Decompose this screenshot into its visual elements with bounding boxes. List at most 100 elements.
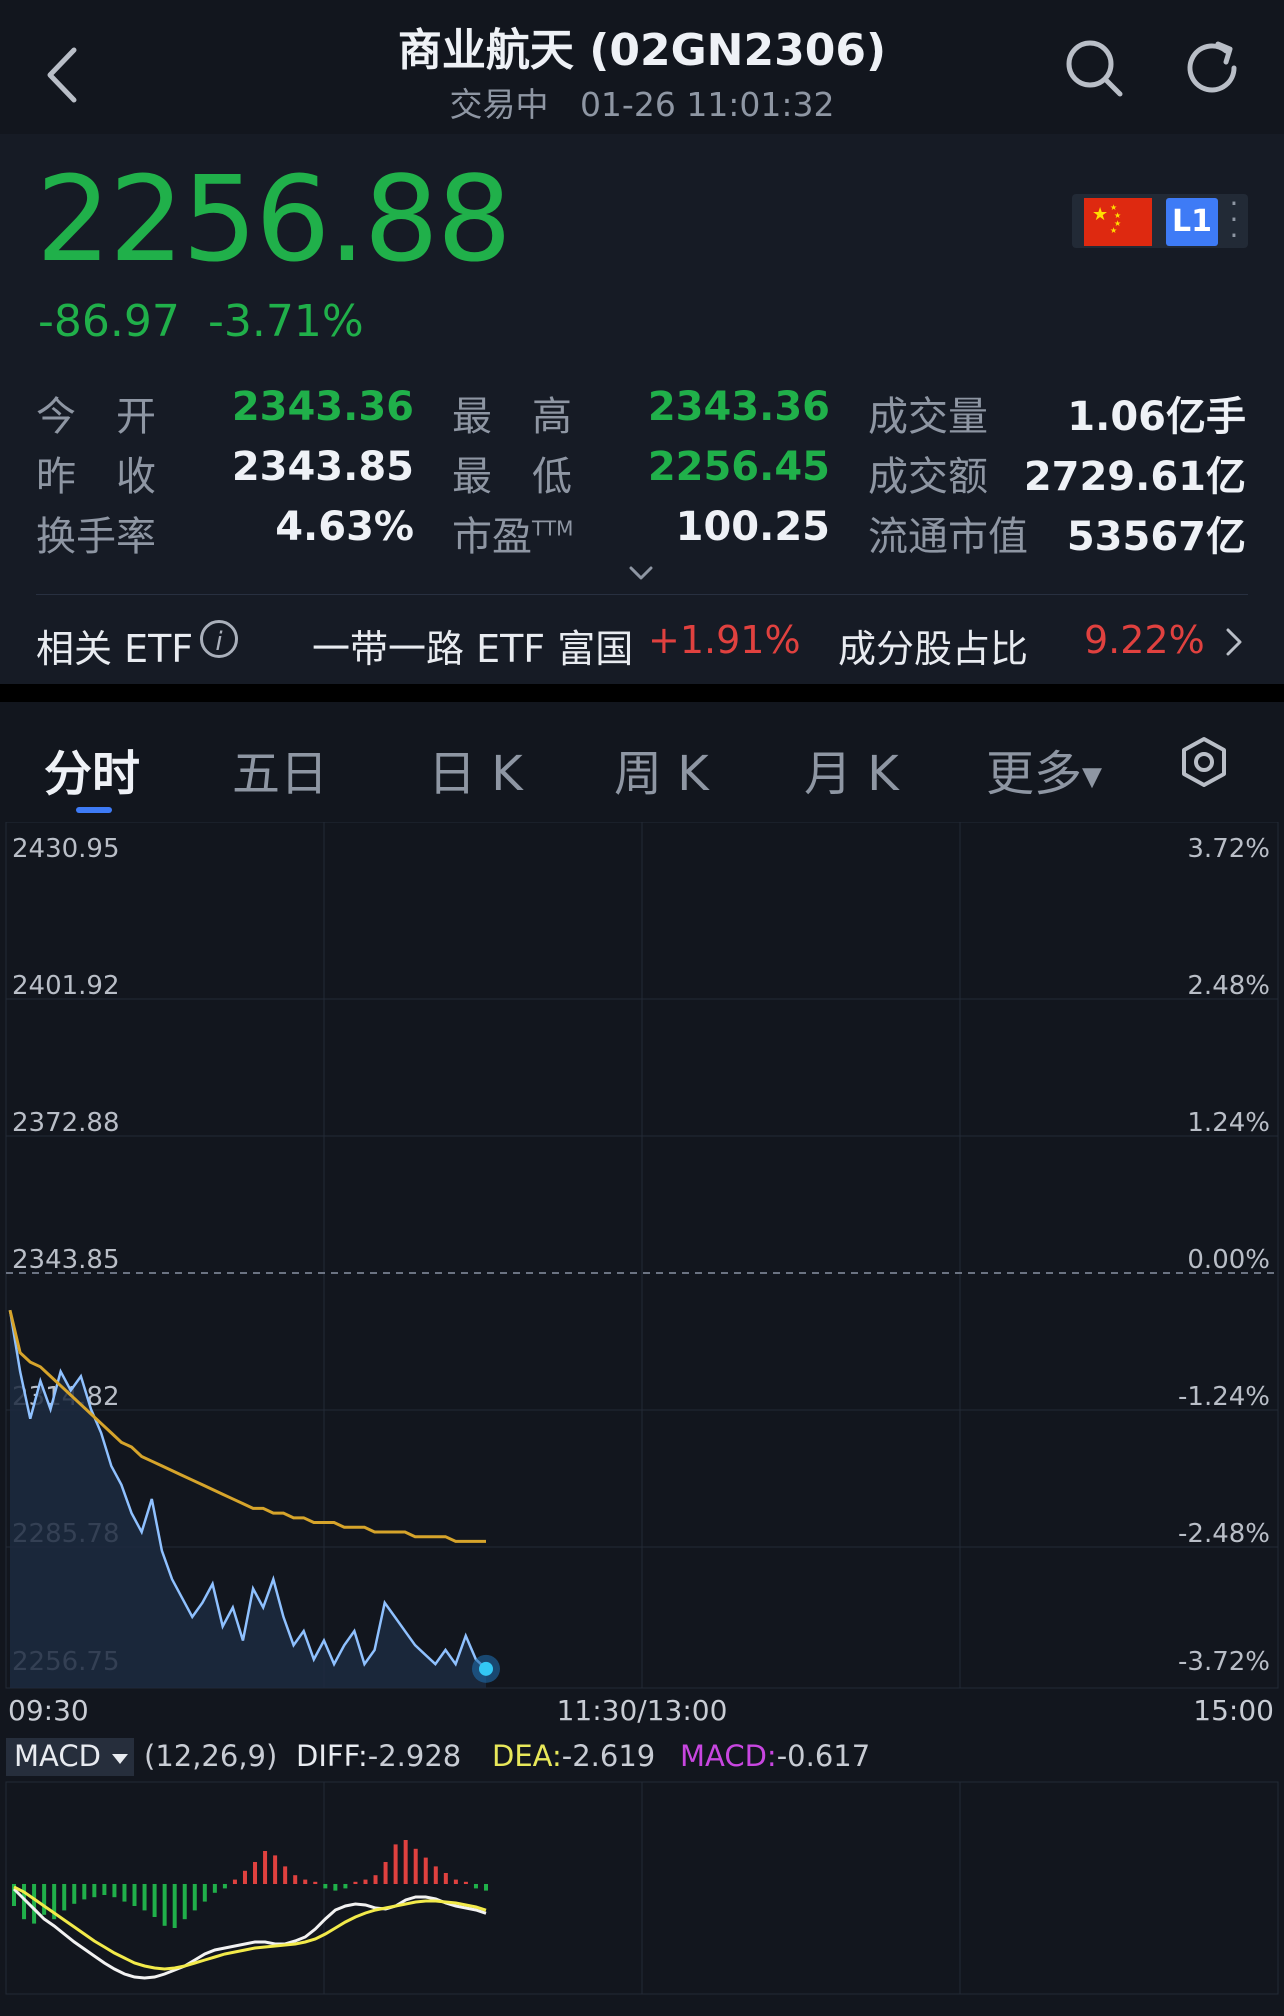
macd-bar [192, 1884, 197, 1911]
macd-bar [222, 1884, 227, 1889]
macd-bar [12, 1884, 16, 1906]
macd-bar [152, 1884, 157, 1917]
average-price-line [8, 1309, 486, 1543]
macd-bar [232, 1879, 237, 1884]
tab-weekly-k[interactable]: 周 K [614, 746, 709, 802]
macd-bar [42, 1884, 47, 1915]
macd-diff-line [12, 1887, 487, 1980]
refresh-icon [1187, 41, 1237, 93]
y-axis-right-label: 1.24% [1187, 1108, 1270, 1138]
macd-dea: DEA:-2.619 [492, 1739, 655, 1773]
level1-badge: L1 [1166, 198, 1218, 246]
y-axis-left-label: 2343.85 [12, 1245, 120, 1275]
macd-bar [353, 1881, 358, 1884]
macd-bar [62, 1884, 67, 1911]
y-axis-left-label: 2372.88 [12, 1108, 120, 1138]
macd-bar [453, 1879, 458, 1884]
page-title: 商业航天 (02GN2306) [397, 25, 887, 76]
x-axis-label: 15:00 [1193, 1694, 1274, 1727]
current-price-dot [479, 1661, 493, 1676]
price-area-fill [10, 1310, 486, 1688]
macd-bar [293, 1875, 298, 1884]
svg-text:★: ★ [1092, 204, 1108, 225]
info-icon[interactable]: i [200, 620, 238, 658]
tab-daily-k[interactable]: 日 K [428, 746, 523, 802]
y-axis-right-label: -1.24% [1178, 1382, 1270, 1412]
stat-value: 1.06亿手 [1067, 394, 1246, 440]
macd-value: MACD:-0.617 [680, 1739, 870, 1773]
macd-bar [102, 1884, 107, 1895]
macd-bar [343, 1884, 348, 1889]
stat-label: 昨 收 [36, 454, 156, 500]
macd-bar [423, 1857, 428, 1884]
section-separator [0, 684, 1284, 702]
macd-bar [313, 1881, 318, 1884]
indicator-select-bg [6, 1738, 134, 1776]
chevron-left-icon [47, 47, 77, 103]
price-line [8, 1309, 487, 1670]
chart-tabs [0, 702, 1284, 822]
y-axis-left-label: 2430.95 [12, 834, 120, 864]
macd-indicator-label: MACD [14, 1739, 101, 1773]
macd-dea-line [13, 1885, 487, 1971]
trade-status: 交易中 01-26 11:01:32 [0, 78, 1284, 126]
stat-label-sup: TTM [532, 516, 574, 541]
macd-bar [463, 1881, 468, 1884]
y-axis-right-label: 3.72% [1187, 834, 1270, 864]
stat-label: 今 开 [36, 394, 156, 440]
tab-intraday[interactable]: 分时 [44, 746, 141, 802]
macd-bar [433, 1866, 438, 1884]
macd-bar [142, 1884, 147, 1911]
more-dots-icon[interactable]: · · · [1229, 187, 1239, 252]
stat-value: 2343.85 [231, 444, 414, 490]
svg-text:★: ★ [1114, 211, 1121, 220]
expand-chevron-icon[interactable] [626, 562, 656, 586]
tab-more-label: 更多 [986, 746, 1083, 802]
tab-monthly-k[interactable]: 月 K [804, 746, 899, 802]
macd-bar [363, 1879, 368, 1884]
stat-label: 换手率 [36, 514, 156, 560]
macd-bar [273, 1855, 278, 1884]
chevron-right-icon[interactable] [1222, 624, 1246, 660]
stat-label: 最 高 [452, 394, 572, 440]
stat-label: 成交量 [868, 394, 988, 440]
intraday-chart[interactable]: 2430.95 3.72% 2401.92 2.48% 2372.88 1.24% 2343… [0, 822, 1284, 2016]
refresh-button[interactable] [1182, 36, 1246, 100]
svg-text:★: ★ [1110, 203, 1117, 212]
stat-label: 市盈TTM [452, 514, 574, 560]
search-button[interactable] [1062, 36, 1126, 100]
x-axis-label: 09:30 [8, 1694, 89, 1727]
tab-more[interactable]: 更多▼ [986, 734, 1102, 804]
caret-down-icon: ▼ [1082, 762, 1103, 792]
settings-hexagon-icon[interactable] [1180, 736, 1228, 788]
weight-value: 9.22% [1084, 618, 1205, 662]
macd-params: (12,26,9) [144, 1739, 277, 1773]
price-change-percent: -3.71% [208, 296, 364, 347]
etf-label: 相关 ETF [36, 627, 194, 671]
macd-bar [473, 1884, 478, 1889]
macd-bar [484, 1884, 488, 1891]
macd-bar [333, 1884, 338, 1891]
stat-value: 2343.36 [231, 384, 414, 430]
x-axis-label: 11:30/13:00 [557, 1694, 728, 1727]
stat-value: 2256.45 [647, 444, 830, 490]
y-axis-right-label: 2.48% [1187, 971, 1270, 1001]
stat-label: 成交额 [868, 454, 988, 500]
active-tab-indicator [76, 807, 112, 813]
macd-bar [443, 1873, 448, 1884]
macd-bar [413, 1848, 418, 1884]
macd-bar [52, 1884, 57, 1920]
macd-bar [82, 1884, 87, 1900]
macd-diff: DIFF:-2.928 [296, 1739, 461, 1773]
macd-bar [242, 1870, 247, 1884]
quote-panel [0, 134, 1284, 684]
timestamp: 01-26 11:01:32 [579, 85, 835, 124]
svg-text:★: ★ [1110, 226, 1117, 235]
back-button[interactable] [40, 42, 84, 108]
macd-bar [202, 1884, 207, 1902]
macd-bar [393, 1844, 398, 1884]
etf-name[interactable]: 一带一路 ETF 富国 [312, 627, 634, 671]
macd-bar [403, 1840, 408, 1884]
y-axis-left-label: 2401.92 [12, 971, 120, 1001]
tab-five-day[interactable]: 五日 [232, 746, 329, 802]
